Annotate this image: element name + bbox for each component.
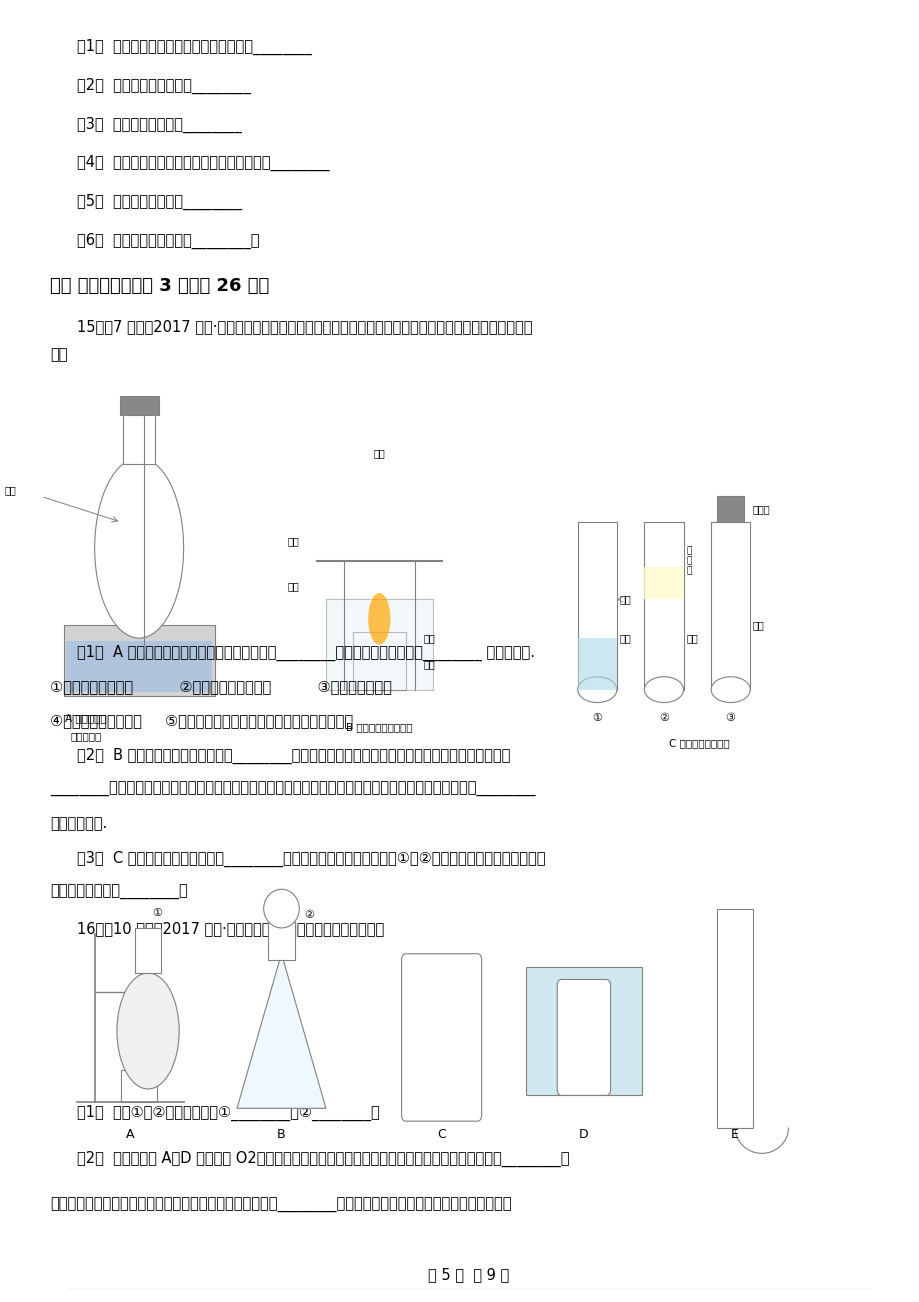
Text: D: D xyxy=(578,1128,588,1141)
FancyBboxPatch shape xyxy=(66,641,212,693)
Text: A: A xyxy=(126,1128,134,1141)
FancyBboxPatch shape xyxy=(717,909,752,1128)
Text: 不能缺少的物质是________．: 不能缺少的物质是________． xyxy=(51,885,187,901)
Text: ________．燃着的白磷熄灭后，去掉铜片上的白色固体，可看到铜片表面受热的部位变黑，该黑色物质是________: ________．燃着的白磷熄灭后，去掉铜片上的白色固体，可看到铜片表面受热的部… xyxy=(51,783,535,797)
FancyBboxPatch shape xyxy=(577,638,616,690)
Text: （6）  可造成温室效应的是________．: （6） 可造成温室效应的是________． xyxy=(77,232,259,249)
FancyBboxPatch shape xyxy=(267,922,294,960)
Text: E: E xyxy=(731,1128,738,1141)
Text: 干燥剂: 干燥剂 xyxy=(752,504,770,514)
Text: C 探究铁生锈的条件: C 探究铁生锈的条件 xyxy=(668,738,729,749)
Polygon shape xyxy=(237,953,325,1108)
Text: 热水: 热水 xyxy=(424,633,435,643)
Ellipse shape xyxy=(117,973,179,1088)
FancyBboxPatch shape xyxy=(121,1070,157,1101)
Text: （2）  实验室选用 A、D 装置制取 O2，若试管内为氯酸钾和二氧化锰固体的混合物，则化学方程式为________，: （2） 实验室选用 A、D 装置制取 O2，若试管内为氯酸钾和二氧化锰固体的混合… xyxy=(77,1151,569,1167)
Ellipse shape xyxy=(577,677,616,703)
Text: 四、 活动探究题（共 3 题；共 26 分）: 四、 活动探究题（共 3 题；共 26 分） xyxy=(51,277,269,296)
Text: （1）  A 实验的结果说明氧气的体积约占空气的________，该实验成功的关键是________ （填序号）.: （1） A 实验的结果说明氧气的体积约占空气的________，该实验成功的关键… xyxy=(77,644,534,660)
FancyBboxPatch shape xyxy=(717,496,743,522)
Text: 现欲从反应后的剩余固体中回收不溶性物质，需经过溶解、________、洗涤、烘干等步骤，该物质在此反应中起到: 现欲从反应后的剩余固体中回收不溶性物质，需经过溶解、________、洗涤、烘干… xyxy=(51,1198,511,1213)
FancyBboxPatch shape xyxy=(710,522,750,690)
FancyBboxPatch shape xyxy=(401,953,482,1121)
Text: 氧气的含量: 氧气的含量 xyxy=(70,730,101,741)
FancyBboxPatch shape xyxy=(526,966,641,1095)
Text: （2）  常用于防毒面具的是________: （2） 常用于防毒面具的是________ xyxy=(77,78,251,94)
Text: ④要选用教室内的空气     ⑤读数前要往钟罩外水槽中加水使内外水面等高: ④要选用教室内的空气 ⑤读数前要往钟罩外水槽中加水使内外水面等高 xyxy=(51,712,353,728)
FancyBboxPatch shape xyxy=(643,568,683,599)
Text: （4）  洗涤装石灰水试剂瓶内壁的白色物质的是________: （4） 洗涤装石灰水试剂瓶内壁的白色物质的是________ xyxy=(77,155,329,172)
Text: 白磷: 白磷 xyxy=(288,536,299,547)
Text: 植
物
油: 植 物 油 xyxy=(686,546,691,575)
FancyBboxPatch shape xyxy=(134,928,161,973)
Text: （5）  能够供给呼吸的是________: （5） 能够供给呼吸的是________ xyxy=(77,194,242,210)
Text: 第 5 页  共 9 页: 第 5 页 共 9 页 xyxy=(427,1267,508,1281)
FancyBboxPatch shape xyxy=(577,522,616,690)
Text: ③: ③ xyxy=(725,712,735,723)
Text: ①橡皮塞处要不漏气          ②冷却到室温后才读数          ③红磷过量或足量: ①橡皮塞处要不漏气 ②冷却到室温后才读数 ③红磷过量或足量 xyxy=(51,680,391,694)
Text: 铁钉: 铁钉 xyxy=(686,633,698,643)
Text: 红磷: 红磷 xyxy=(373,448,385,458)
Text: 16．（10 分）（2017 九上·罗湖期末）请结合下列装置图回答问题：: 16．（10 分）（2017 九上·罗湖期末）请结合下列装置图回答问题： xyxy=(77,922,384,936)
Text: ②: ② xyxy=(303,910,313,921)
Text: ①: ① xyxy=(592,712,602,723)
Ellipse shape xyxy=(264,889,299,928)
Text: 15．（7 分）（2017 九上·盐城期末）对比是一种重要的探究手段，下列是初中化学中三个实验，请按要求填: 15．（7 分）（2017 九上·盐城期末）对比是一种重要的探究手段，下列是初中… xyxy=(77,319,532,333)
Text: ①: ① xyxy=(152,907,162,918)
FancyBboxPatch shape xyxy=(119,396,159,415)
FancyBboxPatch shape xyxy=(643,522,683,690)
FancyBboxPatch shape xyxy=(63,625,214,697)
Ellipse shape xyxy=(710,677,750,703)
Text: ②: ② xyxy=(658,712,668,723)
Text: A 测定空气中: A 测定空气中 xyxy=(65,712,107,723)
Text: 铁钉: 铁钉 xyxy=(618,595,630,604)
Ellipse shape xyxy=(368,592,390,644)
FancyBboxPatch shape xyxy=(557,979,610,1095)
Ellipse shape xyxy=(95,458,184,638)
Text: B 探究燃烧的三个条件: B 探究燃烧的三个条件 xyxy=(346,721,413,732)
FancyBboxPatch shape xyxy=(325,599,432,690)
Text: （填化学式）.: （填化学式）. xyxy=(51,816,108,831)
Text: （1）  标号①、②的仪器名称：①________，②________．: （1） 标号①、②的仪器名称：①________，②________． xyxy=(77,1104,380,1121)
Text: 铁钉: 铁钉 xyxy=(752,620,764,630)
Text: C: C xyxy=(437,1128,446,1141)
Text: 红磷: 红磷 xyxy=(5,484,16,495)
FancyBboxPatch shape xyxy=(123,413,155,465)
Text: 空：: 空： xyxy=(51,348,68,362)
Text: （3）  C 实验一段时间后，编号为________的试管中铁钉生锈，其中试管①、②中的现象对比可说明铁的锈蚀: （3） C 实验一段时间后，编号为________的试管中铁钉生锈，其中试管①、… xyxy=(77,850,545,867)
Text: B: B xyxy=(277,1128,286,1141)
Text: （3）  可做人工降雨的是________: （3） 可做人工降雨的是________ xyxy=(77,116,242,133)
FancyBboxPatch shape xyxy=(352,631,405,690)
Text: （2）  B 实验主要利用了铜片良好的________性，铜片上白磷和红磷的对比实验说明燃烧需要的条件是: （2） B 实验主要利用了铜片良好的________性，铜片上白磷和红磷的对比实… xyxy=(77,747,510,764)
Ellipse shape xyxy=(643,677,683,703)
Text: 白磷: 白磷 xyxy=(288,582,299,591)
Text: 白磷: 白磷 xyxy=(424,659,435,669)
Text: 铁钉: 铁钉 xyxy=(618,633,630,643)
Text: （1）  未来有巨大发展前景的清洁燃料的是________: （1） 未来有巨大发展前景的清洁燃料的是________ xyxy=(77,39,312,56)
